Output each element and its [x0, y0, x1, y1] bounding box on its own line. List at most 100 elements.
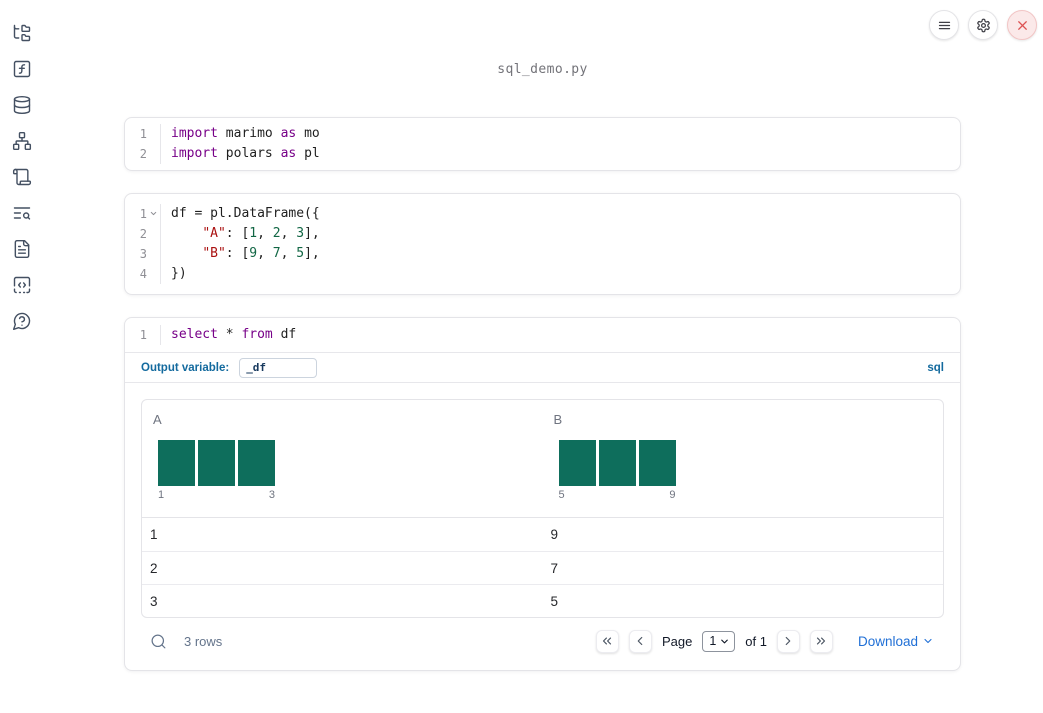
table-cell: 5: [550, 593, 559, 609]
histogram-max-label: 9: [669, 489, 676, 501]
line-number: 2: [125, 144, 161, 164]
code-cell-dataframe: 1 df = pl.DataFrame({2 "A": [1, 2, 3], 3 "…: [124, 193, 961, 295]
sidebar-item-help[interactable]: [12, 311, 32, 331]
code-line: 1 select * from df: [125, 325, 960, 345]
page-select-value: 1: [709, 634, 717, 648]
language-badge: sql: [927, 361, 944, 374]
settings-button[interactable]: [968, 10, 998, 40]
histogram-bar: [598, 440, 636, 486]
close-icon: [1015, 18, 1030, 33]
table-cell: 2: [150, 560, 158, 576]
histogram-max-label: 3: [268, 489, 275, 501]
table-cell: 9: [550, 527, 559, 542]
code-cell-imports: 1 import marimo as mo 2 import polars as pl: [124, 117, 961, 171]
previous-page-button[interactable]: [628, 629, 652, 653]
menu-icon: [937, 18, 952, 33]
gear-icon: [976, 18, 991, 33]
table-cell: 7: [550, 560, 559, 576]
sidebar-item-snippets[interactable]: [12, 275, 32, 295]
code-editor[interactable]: 1 import marimo as mo 2 import polars as pl: [125, 118, 960, 170]
first-page-button[interactable]: [595, 629, 619, 653]
line-number: 1: [125, 204, 161, 224]
code-text: }): [171, 266, 187, 281]
sidebar-item-scratchpad[interactable]: [12, 203, 32, 223]
chevron-right-icon: [781, 634, 795, 648]
dependency-graph-icon: [12, 131, 32, 151]
chevrons-right-icon: [814, 634, 828, 648]
logs-scroll-icon: [12, 167, 32, 187]
code-text: "A": [1, 2, 3],: [202, 226, 320, 241]
page-select[interactable]: 1: [702, 630, 736, 652]
line-number: 4: [125, 264, 161, 284]
column-name: B: [553, 412, 563, 427]
output-variable-label: Output variable:: [141, 361, 230, 374]
database-icon: [12, 95, 32, 115]
sidebar-item-datasources[interactable]: [12, 95, 32, 115]
fold-arrow-icon[interactable]: [149, 209, 158, 218]
notebook-filename: sql_demo.py: [497, 62, 588, 77]
table-cell: 3: [150, 593, 158, 609]
download-button[interactable]: Download: [858, 634, 934, 649]
search-button[interactable]: [150, 632, 168, 650]
line-number: 1: [125, 124, 161, 144]
sidebar-item-documentation[interactable]: [12, 239, 32, 259]
code-text: import marimo as mo: [171, 126, 320, 141]
sidebar-item-dependency-graph[interactable]: [12, 131, 32, 151]
code-line: 4}): [125, 264, 960, 284]
pagination: Page 1 of 1 Download: [595, 629, 934, 653]
shutdown-button[interactable]: [1007, 10, 1037, 40]
output-variable-input[interactable]: [239, 357, 318, 378]
sidebar-item-logs[interactable]: [12, 167, 32, 187]
sidebar-item-variables[interactable]: [12, 59, 32, 79]
chevrons-left-icon: [600, 634, 614, 648]
snippets-icon: [12, 275, 32, 295]
page-of-label: of 1: [745, 633, 767, 649]
notebook-actions: [929, 10, 1037, 40]
sql-editor[interactable]: 1 select * from df: [125, 318, 960, 353]
function-square-icon: [12, 59, 32, 79]
histogram-bar: [638, 440, 676, 486]
sql-options-row: Output variable: sql: [125, 353, 960, 383]
search-icon: [150, 633, 168, 650]
sidebar-item-file-explorer[interactable]: [12, 23, 32, 43]
helper-sidebar: [0, 0, 44, 713]
histogram-bar: [558, 440, 596, 486]
chevron-down-icon: [922, 635, 934, 647]
histogram-min-label: 5: [558, 489, 565, 501]
file-tree-icon: [12, 23, 32, 43]
line-number: 1: [125, 325, 161, 345]
row-count: 3 rows: [184, 633, 223, 649]
code-text: "B": [9, 7, 5],: [202, 246, 320, 261]
table-cell: 1: [150, 527, 158, 542]
sql-cell: 1 select * from df Output variable: sql A…: [124, 317, 961, 671]
code-text: import polars as pl: [171, 146, 320, 161]
line-number: 2: [125, 224, 161, 244]
code-text: select * from df: [171, 327, 297, 342]
menu-button[interactable]: [929, 10, 959, 40]
page-label: Page: [661, 633, 693, 649]
code-line: 1 df = pl.DataFrame({: [125, 204, 960, 224]
histogram-bar: [198, 440, 235, 486]
code-line: 2 "A": [1, 2, 3],: [125, 224, 960, 244]
code-line: 1 import marimo as mo: [125, 124, 960, 144]
text-search-icon: [12, 203, 32, 223]
code-editor[interactable]: 1 df = pl.DataFrame({2 "A": [1, 2, 3], 3 "…: [125, 194, 960, 294]
last-page-button[interactable]: [809, 629, 833, 653]
table-footer: 3 rows Page 1 of 1 Download: [141, 624, 944, 658]
notebook-main: sql_demo.py 1 import marimo as mo 2 import …: [124, 0, 961, 671]
next-page-button[interactable]: [776, 629, 800, 653]
column-name: A: [153, 412, 162, 427]
document-icon: [12, 239, 32, 259]
histogram-bar: [238, 440, 275, 486]
help-bubble-icon: [12, 311, 32, 331]
